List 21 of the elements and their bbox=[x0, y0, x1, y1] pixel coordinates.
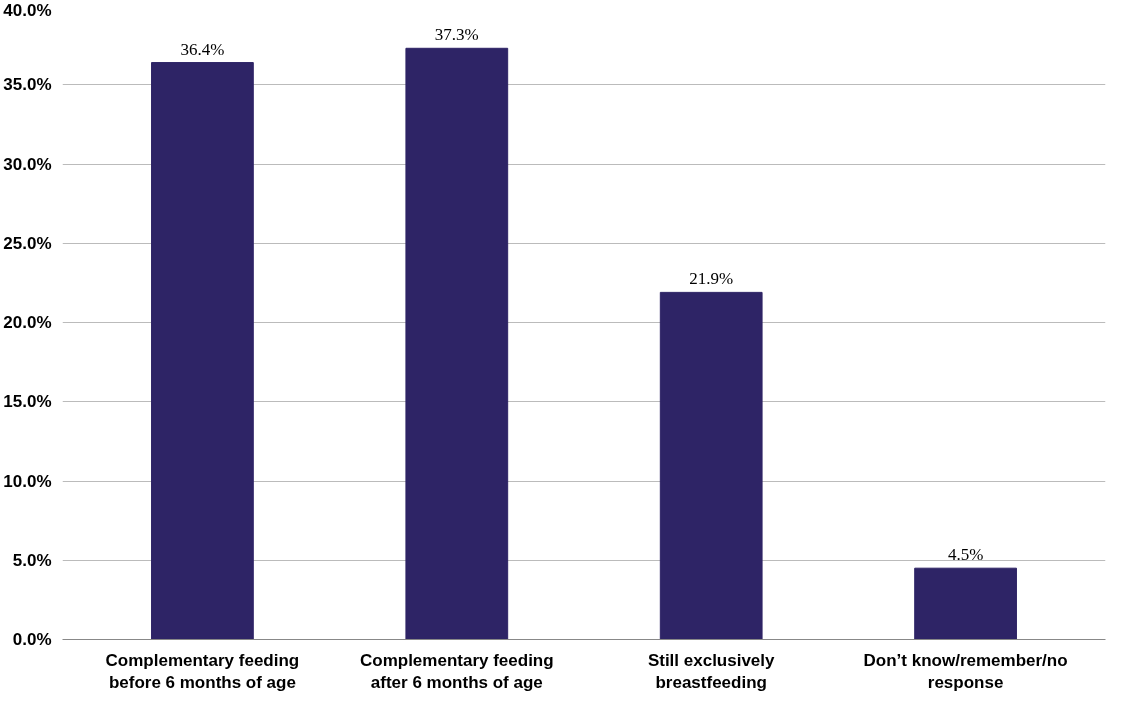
y-tick-label: 0.0% bbox=[12, 630, 52, 649]
data-label: 4.5% bbox=[947, 545, 984, 565]
x-tick-label: Complementary feeding after 6 months of age bbox=[359, 650, 554, 693]
x-tick-label: Complementary feeding before 6 months of age bbox=[105, 650, 300, 693]
y-tick-label: 5.0% bbox=[12, 550, 52, 570]
bar bbox=[914, 567, 1017, 640]
x-tick-label: Don’t know/remember/no response bbox=[863, 650, 1068, 693]
y-tick-label: 40.0% bbox=[3, 0, 52, 20]
data-label: 21.9% bbox=[689, 269, 734, 289]
y-tick-label: 30.0% bbox=[3, 154, 52, 174]
y-tick-label: 15.0% bbox=[3, 392, 52, 412]
y-tick-label: 35.0% bbox=[3, 75, 52, 95]
y-tick-label: 20.0% bbox=[3, 313, 52, 332]
data-label: 37.3% bbox=[434, 25, 479, 45]
bar bbox=[659, 291, 763, 640]
x-tick-label: Still exclusively breastfeeding bbox=[647, 650, 776, 693]
bar bbox=[151, 62, 254, 640]
y-tick-label: 10.0% bbox=[3, 471, 52, 491]
y-tick-label: 25.0% bbox=[3, 233, 52, 253]
bar bbox=[405, 47, 509, 640]
data-label: 36.4% bbox=[180, 39, 225, 59]
